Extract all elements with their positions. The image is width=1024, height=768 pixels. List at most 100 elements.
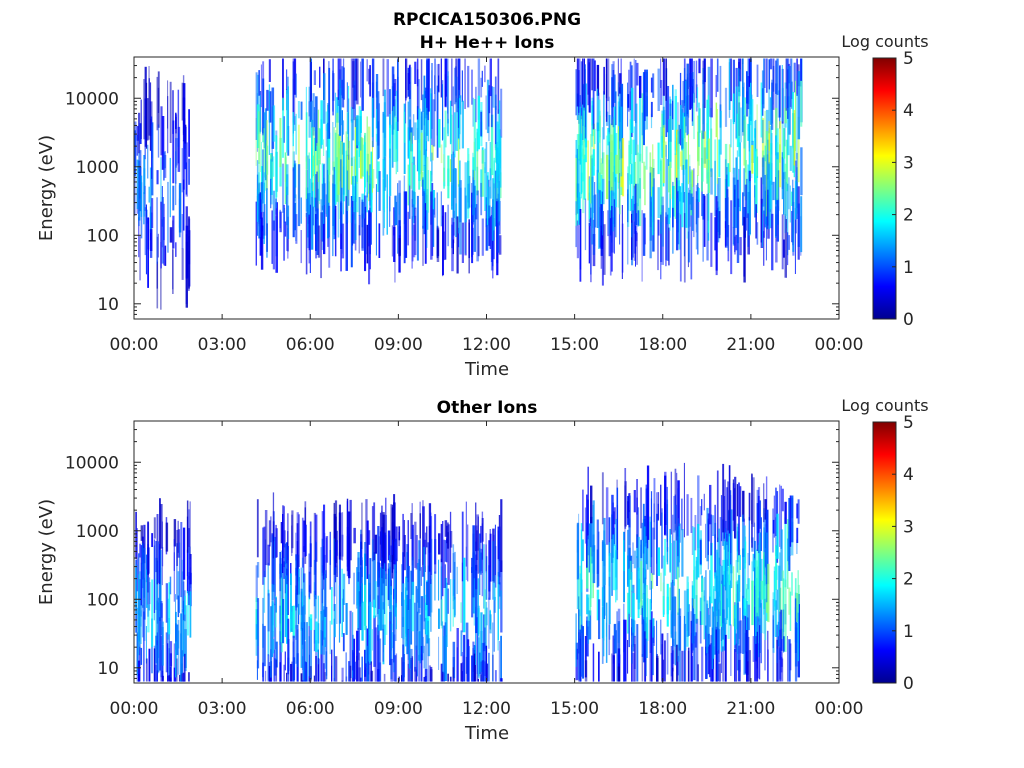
spectrogram-cell (465, 501, 467, 567)
spectrogram-cell (452, 579, 455, 597)
spectrogram-cell (366, 224, 369, 264)
spectrogram-cell (315, 656, 317, 682)
spectrogram-cell (764, 111, 766, 175)
spectrogram-cell (619, 148, 621, 215)
spectrogram-cell (452, 222, 455, 244)
spectrogram-cell (181, 608, 183, 674)
spectrogram-cell (336, 157, 339, 202)
spectrogram-cell (691, 581, 693, 606)
spectrogram-cell (791, 191, 794, 206)
spectrogram-cell (136, 528, 138, 592)
spectrogram-cell (575, 201, 577, 216)
spectrogram-cell (637, 152, 639, 207)
spectrogram-cell (687, 187, 690, 228)
spectrogram-cell (601, 472, 604, 525)
spectrogram-cell (346, 112, 349, 135)
spectrogram-cell (584, 660, 588, 682)
spectrogram-cell (780, 656, 783, 673)
spectrogram-cell (255, 597, 258, 625)
spectrogram-cell (609, 123, 613, 164)
spectrogram-cell (686, 168, 688, 239)
spectrogram-cell (188, 109, 190, 157)
spectrogram-cell (723, 541, 726, 585)
spectrogram-cell (275, 216, 278, 257)
spectrogram-cell (134, 168, 136, 216)
spectrogram-cell (714, 139, 717, 197)
spectrogram-area (135, 462, 800, 682)
spectrogram-cell (341, 534, 344, 557)
spectrogram-cell (728, 465, 731, 537)
spectrogram-cell (360, 541, 363, 566)
spectrogram-cell (498, 641, 500, 682)
spectrogram-cell (668, 207, 670, 225)
spectrogram-cell (188, 216, 190, 289)
spectrogram-cell (453, 596, 456, 618)
spectrogram-cell (477, 58, 481, 120)
spectrogram-cell (342, 67, 345, 100)
spectrogram-cell (650, 167, 653, 197)
spectrogram-cell (730, 490, 732, 565)
spectrogram-cell (485, 142, 488, 205)
spectrogram-cell (583, 107, 586, 141)
spectrogram-cell (371, 58, 375, 118)
spectrogram-cell (390, 623, 393, 680)
spectrogram-cell (755, 158, 757, 207)
spectrogram-cell (308, 216, 311, 264)
spectrogram-cell (653, 626, 655, 646)
spectrogram-cell (272, 631, 274, 682)
spectrogram-cell (476, 673, 479, 682)
spectrogram-cell (341, 568, 343, 637)
spectrogram-cell (275, 198, 277, 215)
spectrogram-cell (621, 205, 623, 279)
spectrogram-cell (156, 76, 159, 131)
spectrogram-cell (617, 621, 621, 673)
spectrogram-cell (305, 86, 307, 162)
spectrogram-cell (394, 655, 397, 682)
spectrogram-cell (484, 627, 486, 649)
spectrogram-cell (612, 61, 615, 128)
spectrogram-cell (759, 532, 762, 608)
spectrogram-cell (681, 650, 684, 682)
spectrogram-cell (783, 151, 785, 179)
spectrogram-cell (742, 58, 744, 65)
spectrogram-cell (777, 626, 780, 682)
spectrogram-cell (601, 542, 605, 606)
spectrogram-cell (743, 168, 746, 197)
spectrogram-cell (796, 503, 799, 519)
spectrogram-cell (312, 155, 314, 177)
spectrogram-cell (467, 65, 470, 108)
spectrogram-cell (488, 186, 491, 219)
spectrogram-cell (587, 597, 590, 644)
spectrogram-cell (472, 97, 475, 127)
spectrogram-cell (317, 225, 321, 258)
spectrogram-cell (485, 544, 487, 572)
spectrogram-cell (361, 560, 363, 578)
spectrogram-cell (678, 608, 682, 682)
spectrogram-cell (732, 59, 735, 123)
spectrogram-cell (188, 672, 190, 682)
spectrogram-cell (360, 61, 362, 98)
spectrogram-cell (732, 177, 736, 246)
spectrogram-cell (307, 193, 309, 238)
spectrogram-cell (580, 624, 583, 677)
spectrogram-cell (492, 86, 495, 108)
spectrogram-cell (676, 129, 679, 195)
spectrogram-cell (407, 663, 411, 682)
spectrogram-cell (757, 597, 760, 658)
spectrogram-cell (140, 175, 143, 217)
spectrogram-cell (361, 201, 364, 251)
spectrogram-cell (486, 79, 490, 134)
spectrogram-cell (385, 497, 387, 572)
spectrogram-cell (440, 599, 443, 629)
spectrogram-cell (666, 633, 669, 675)
spectrogram-cell (792, 113, 795, 173)
spectrogram-cell (325, 150, 329, 214)
spectrogram-cell (682, 165, 685, 203)
spectrogram-cell (677, 134, 680, 170)
spectrogram-cell (628, 518, 631, 545)
spectrogram-cell (446, 525, 448, 544)
spectrogram-cell (596, 122, 600, 194)
spectrogram-cell (349, 499, 352, 561)
spectrogram-cell (457, 138, 460, 187)
spectrogram-cell (333, 618, 335, 682)
